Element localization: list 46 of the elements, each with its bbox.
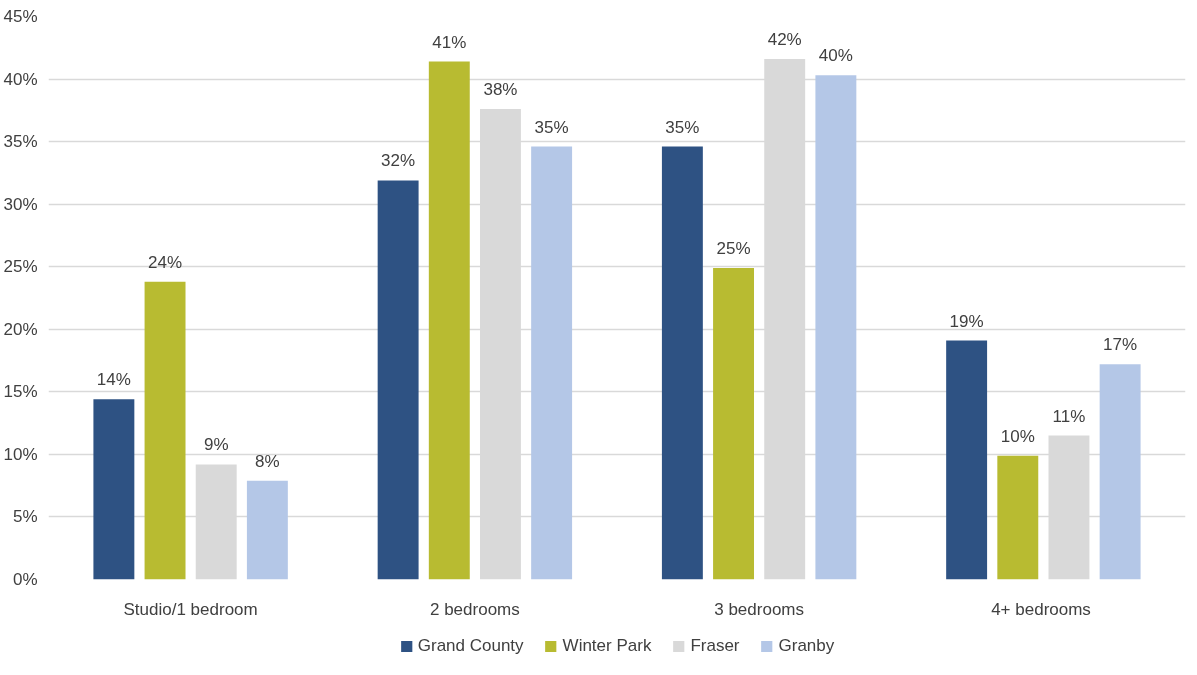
data-label: 41%	[432, 32, 467, 52]
y-tick-label: 30%	[3, 194, 38, 214]
legend-label: Winter Park	[562, 636, 652, 656]
data-label: 10%	[1000, 426, 1035, 446]
y-tick-label: 0%	[12, 570, 38, 589]
x-tick-label: 3 bedrooms	[714, 599, 805, 619]
bar	[531, 146, 573, 580]
bar	[93, 399, 135, 580]
bar	[661, 146, 703, 580]
y-tick-label: 20%	[3, 319, 38, 339]
legend-label: Fraser	[690, 636, 740, 656]
legend-label: Grand County	[417, 636, 524, 656]
x-tick-label: 4+ bedrooms	[991, 599, 1091, 619]
data-label: 35%	[665, 117, 700, 137]
data-label: 32%	[381, 151, 416, 171]
legend-label: Granby	[778, 636, 835, 656]
data-label: 24%	[148, 252, 183, 272]
y-tick-label: 35%	[3, 132, 38, 152]
y-tick-label: 25%	[3, 257, 38, 277]
bar	[997, 455, 1039, 580]
y-tick-label: 40%	[3, 69, 38, 89]
data-label: 38%	[483, 80, 518, 100]
y-tick-label: 10%	[3, 444, 38, 464]
y-tick-label: 15%	[3, 382, 38, 402]
data-label: 8%	[255, 451, 280, 471]
bar	[144, 281, 186, 580]
x-tick-label: Studio/1 bedroom	[123, 599, 258, 619]
y-tick-label: 45%	[3, 7, 38, 26]
data-label: 35%	[534, 117, 569, 137]
data-label: 17%	[1103, 335, 1138, 355]
bar	[815, 75, 857, 580]
data-label: 42%	[767, 30, 802, 50]
y-tick-label: 5%	[12, 507, 38, 527]
data-label: 14%	[96, 370, 131, 390]
bar	[1099, 364, 1141, 580]
bar	[377, 180, 419, 580]
bar	[428, 61, 470, 580]
bar	[246, 480, 288, 580]
data-label: 25%	[716, 238, 751, 258]
bar	[946, 340, 988, 580]
data-label: 11%	[1052, 406, 1086, 426]
data-label: 19%	[949, 311, 984, 331]
x-tick-label: 2 bedrooms	[429, 599, 520, 619]
bar	[713, 267, 755, 580]
data-label: 40%	[818, 46, 853, 66]
data-label: 9%	[203, 435, 229, 455]
